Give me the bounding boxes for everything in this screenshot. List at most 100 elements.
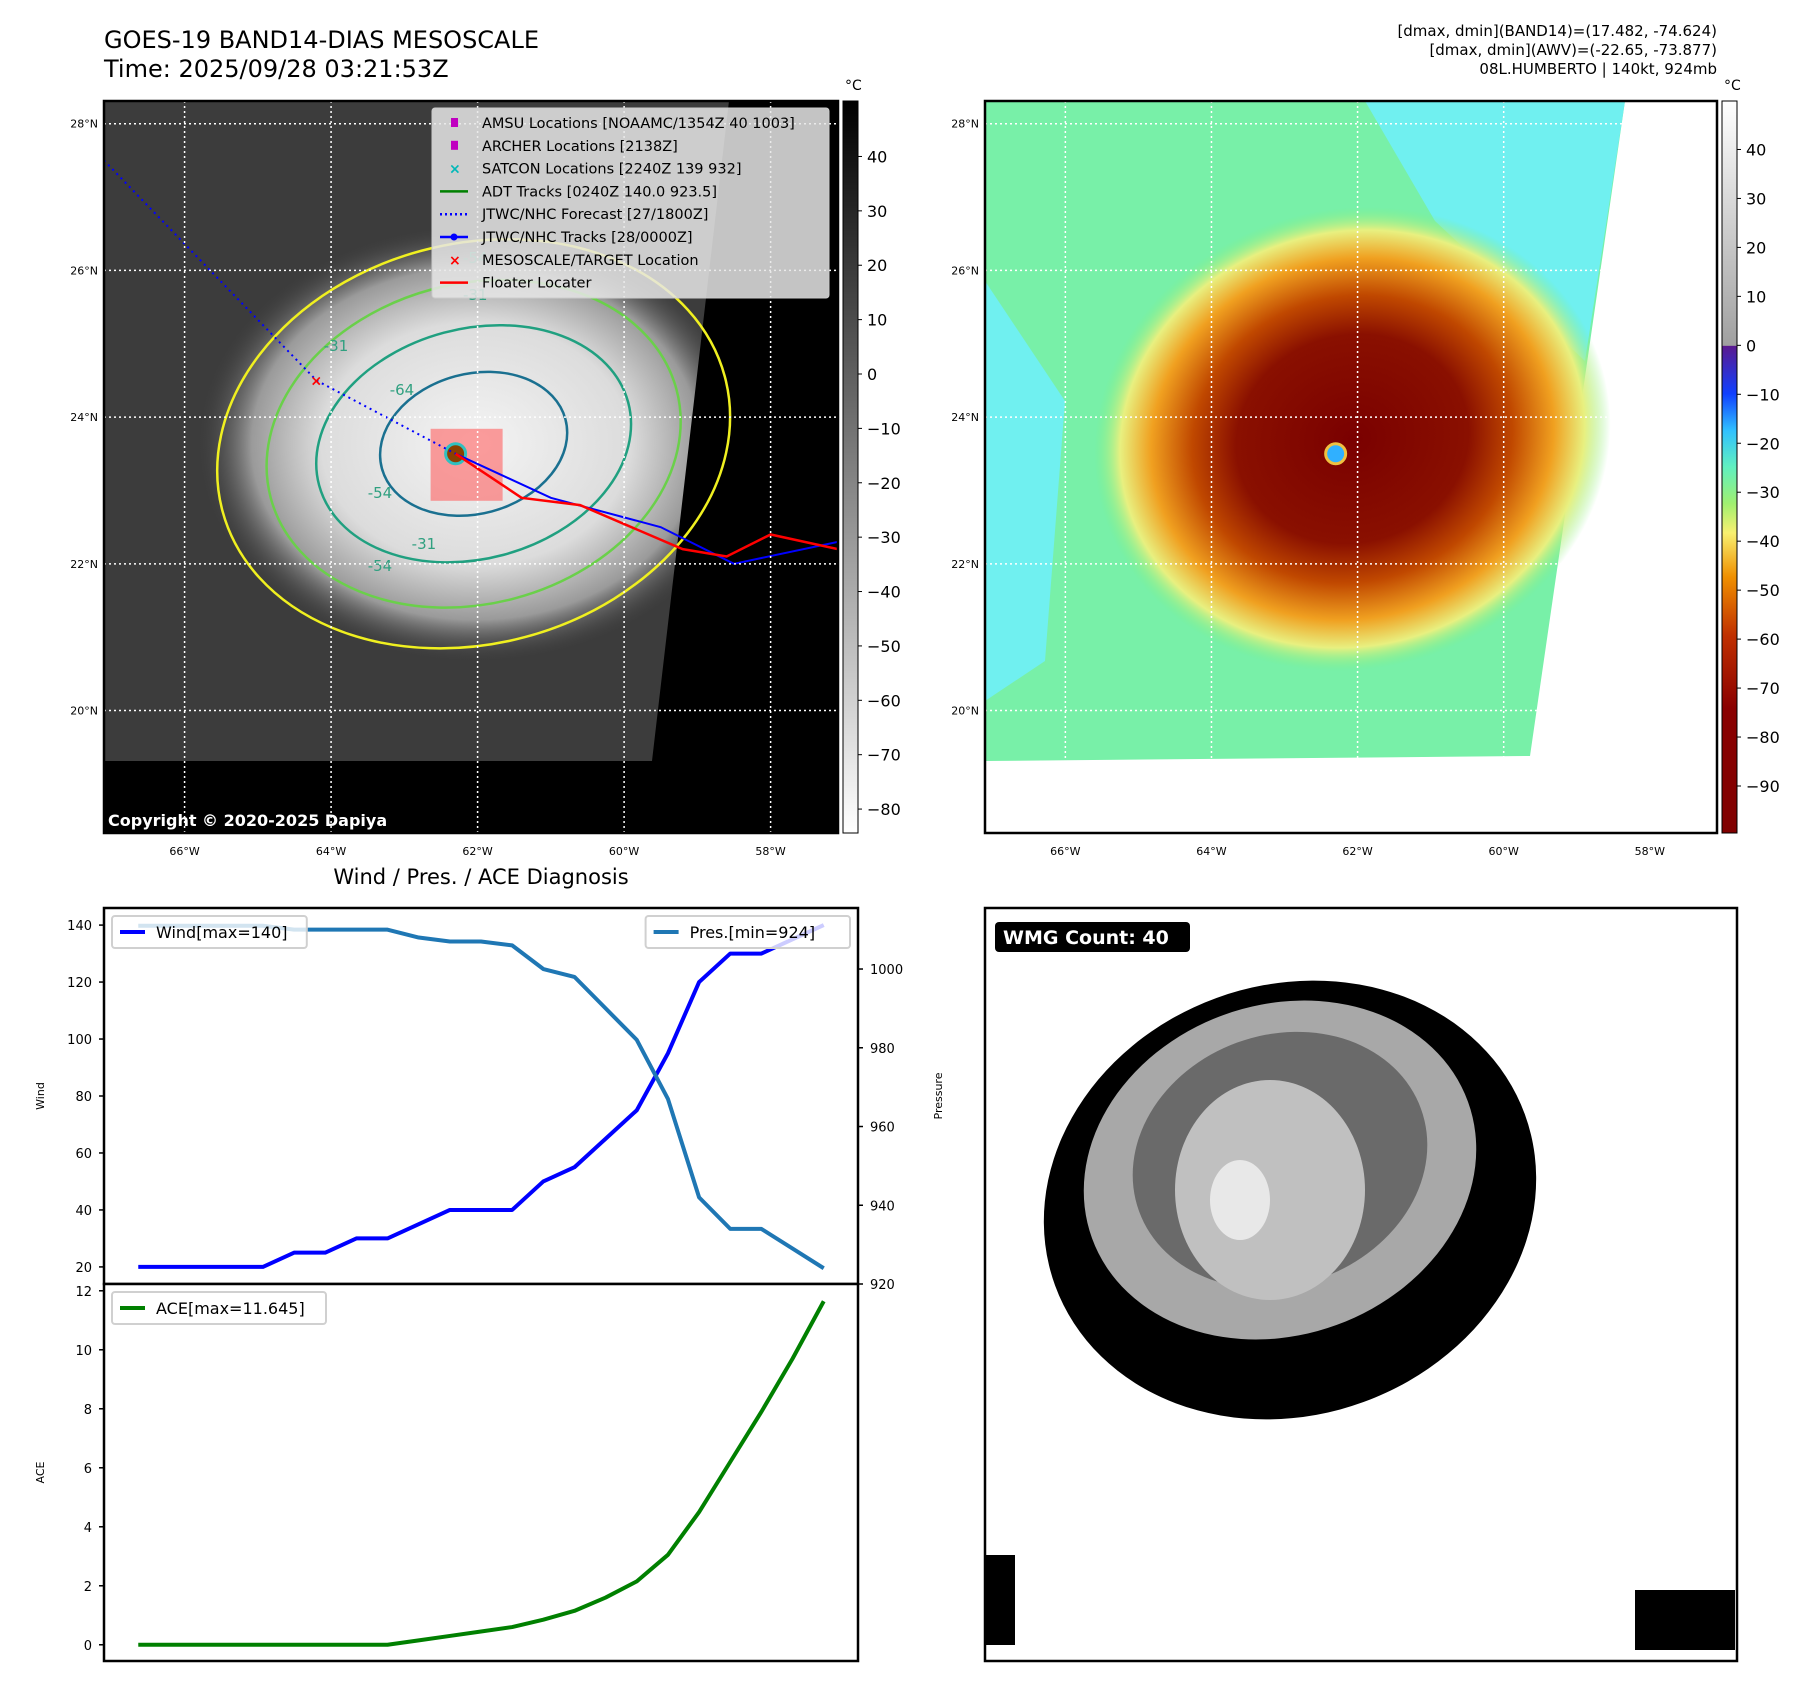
lon-label: 60°W xyxy=(1488,845,1518,858)
colorbar-tick-label: 30 xyxy=(1746,189,1766,208)
colorbar-tick-label: −90 xyxy=(1746,777,1780,796)
legend-item: JTWC/NHC Tracks [28/0000Z] xyxy=(440,230,693,246)
y-tick-label: 140 xyxy=(67,919,92,934)
contour-2 xyxy=(315,323,633,564)
legend-square-icon xyxy=(451,118,458,127)
lon-label: 66°W xyxy=(1050,845,1080,858)
y-tick-label: 10 xyxy=(75,1344,92,1359)
colorbar-tick-label: −30 xyxy=(1746,483,1780,502)
colorbar-tick-label: 40 xyxy=(867,147,887,166)
legend-x-icon: × xyxy=(449,253,461,269)
y2-tick-label: 940 xyxy=(870,1199,895,1214)
info-band14: [dmax, dmin](BAND14)=(17.482, -74.624) xyxy=(1397,22,1717,40)
lon-label: 64°W xyxy=(316,845,346,858)
y-tick-label: 80 xyxy=(75,1090,92,1105)
y-tick-label: 60 xyxy=(75,1147,92,1162)
lon-label: 64°W xyxy=(1196,845,1226,858)
colorbar-tick-label: 0 xyxy=(867,365,877,384)
ace-panel: 0 2 4 6 8 10 12 ACE ACE[max=11.645] xyxy=(34,1282,860,1663)
colorbar-tick-label: −30 xyxy=(867,528,901,547)
chart-legend: Wind[max=140] xyxy=(111,915,308,949)
copyright-text: Copyright © 2020-2025 Dapiya xyxy=(108,811,387,830)
lat-label: 24°N xyxy=(951,411,979,424)
y2-tick-label: 980 xyxy=(870,1042,895,1057)
colorbar-tick-label: −50 xyxy=(867,637,901,656)
colorbar-unit: °C xyxy=(845,78,862,94)
colorbar-tick-label: −80 xyxy=(1746,728,1780,747)
chart-legend: Pres.[min=924] xyxy=(644,915,851,949)
eye xyxy=(1324,442,1348,466)
y-tick-label: 8 xyxy=(84,1403,92,1418)
mesoscale-box xyxy=(430,428,503,501)
lon-label: 58°W xyxy=(1635,845,1665,858)
lon-label: 58°W xyxy=(755,845,785,858)
contour-3 xyxy=(378,370,569,517)
y-tick-label: 120 xyxy=(67,976,92,991)
wmg-fragment xyxy=(1635,1590,1735,1650)
legend-label: AMSU Locations [NOAAMC/1354Z 40 1003] xyxy=(482,116,795,132)
colorbar-tick-label: −40 xyxy=(1746,532,1780,551)
legend-box xyxy=(111,1291,327,1325)
legend-label: ARCHER Locations [2138Z] xyxy=(482,139,678,155)
legend-item: ADT Tracks [0240Z 140.0 923.5] xyxy=(440,184,717,200)
figure-title: GOES-19 BAND14-DIAS MESOSCALE Time: 2025… xyxy=(104,26,539,84)
legend-label: SATCON Locations [2240Z 139 932] xyxy=(482,162,741,178)
y-tick-label: 40 xyxy=(75,1204,92,1219)
legend-x-icon: × xyxy=(449,162,461,178)
legend-label: ADT Tracks [0240Z 140.0 923.5] xyxy=(482,184,717,200)
colorbar-tick-label: −70 xyxy=(867,746,901,765)
legend-label: ACE[max=11.645] xyxy=(156,1299,305,1318)
title-line-1: GOES-19 BAND14-DIAS MESOSCALE xyxy=(104,26,540,54)
plot-frame xyxy=(102,906,860,1286)
lat-label: 26°N xyxy=(951,264,979,277)
jtwc-track xyxy=(455,452,838,565)
wmg-badge xyxy=(995,922,1190,952)
lat-label: 24°N xyxy=(70,411,98,424)
y2-tick-label: 1000 xyxy=(870,963,903,978)
storm-core xyxy=(1094,206,1611,672)
lat-label: 22°N xyxy=(951,558,979,571)
colorbar-tick-label: −50 xyxy=(1746,581,1780,600)
legend-box xyxy=(644,915,851,949)
target-location-marker: × xyxy=(310,373,322,389)
colorbar-tick-label: −60 xyxy=(867,691,901,710)
y2-tick-label: 920 xyxy=(870,1278,895,1293)
colorbar-tick-label: −80 xyxy=(867,800,901,819)
contour-label: -54 xyxy=(368,557,393,575)
wind-pressure-panel: 20 40 60 80 100 120 140 Wind 920 940 960 980 1000 Pre… xyxy=(34,906,945,1293)
diagnosis-title: Wind / Pres. / ACE Diagnosis xyxy=(333,865,629,889)
contour-label: -54 xyxy=(368,484,393,502)
lat-label: 20°N xyxy=(951,705,979,718)
legend-label: MESOSCALE/TARGET Location xyxy=(482,253,699,269)
lat-label: 20°N xyxy=(70,705,98,718)
legend-item: JTWC/NHC Forecast [27/1800Z] xyxy=(440,207,708,223)
wmg-panel: WMG Count: 40 xyxy=(983,906,1739,1663)
awv-map-panel: 28°N 26°N 24°N 22°N 20°N 66°W 64°W 62°W 60°W 58°W… xyxy=(951,78,1780,858)
y-tick-label: 20 xyxy=(75,1261,92,1276)
legend-box xyxy=(431,107,830,299)
colorbar-tick-label: −20 xyxy=(867,474,901,493)
y-axis-label: Wind xyxy=(34,1082,47,1110)
colorbar-tick-label: 20 xyxy=(1746,238,1766,257)
colorbar-tick-label: 10 xyxy=(1746,287,1766,306)
colorbar xyxy=(842,100,859,834)
lat-label: 26°N xyxy=(70,264,98,277)
colorbar-tick-label: 10 xyxy=(867,311,887,330)
contour-label: -31 xyxy=(324,337,349,355)
wmg-count-badge: WMG Count: 40 xyxy=(1003,927,1169,949)
colorbar-tick-label: −10 xyxy=(867,419,901,438)
wmg-inner xyxy=(1175,1080,1365,1300)
legend-label: JTWC/NHC Tracks [28/0000Z] xyxy=(481,230,693,246)
legend-item: × SATCON Locations [2240Z 139 932] xyxy=(449,162,741,178)
contour-0 xyxy=(215,237,732,650)
contour-label: -31 xyxy=(412,535,437,553)
colorbar-tick-label: −10 xyxy=(1746,385,1780,404)
y-axis-label: ACE xyxy=(34,1461,47,1483)
lon-label: 62°W xyxy=(1342,845,1372,858)
colorbar-unit: °C xyxy=(1724,78,1741,94)
legend-item: Floater Locater xyxy=(440,276,591,292)
lat-label: 22°N xyxy=(70,558,98,571)
y-tick-label: 6 xyxy=(84,1462,92,1477)
legend-item: AMSU Locations [NOAAMC/1354Z 40 1003] xyxy=(451,116,795,132)
